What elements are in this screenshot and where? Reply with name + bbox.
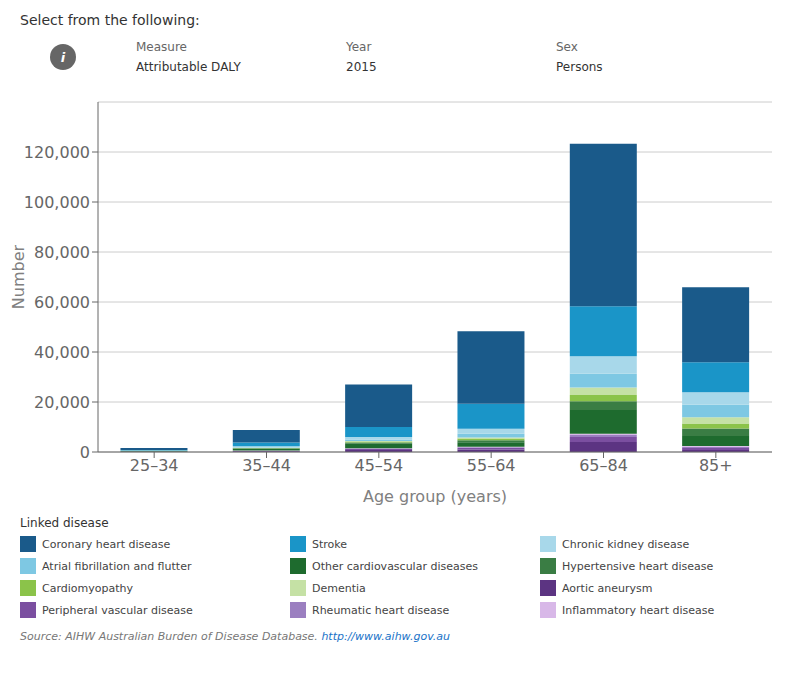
html-text:Atrial fibrillation and flutte: Atrial fibrillation and flutter — [42, 559, 192, 573]
html-text:Coronary heart disease: Coronary heart disease — [42, 537, 171, 551]
html-text:i: i — [60, 49, 66, 65]
html-text:Hypertensive heart disease: Hypertensive heart disease — [562, 559, 714, 573]
html-text:Rheumatic heart disease: Rheumatic heart disease — [312, 603, 450, 617]
html-text:Attributable DALY: Attributable DALY — [136, 60, 241, 74]
svg-text:0: 0 — [80, 443, 90, 462]
svg-text:45–54: 45–54 — [354, 456, 403, 475]
svg-text:85+: 85+ — [699, 456, 733, 475]
svg-text:65–84: 65–84 — [579, 456, 628, 475]
html-text:Other cardiovascular diseases: Other cardiovascular diseases — [312, 559, 478, 573]
svg-text:35–44: 35–44 — [242, 456, 291, 475]
html-text:Measure: Measure — [136, 40, 187, 54]
svg-text:120,000: 120,000 — [24, 143, 90, 162]
html-text:Select from the following:: Select from the following: — [20, 12, 200, 28]
svg-text:Age group (years): Age group (years) — [363, 487, 507, 506]
html-text:Year: Year — [346, 40, 372, 54]
html-text:Cardiomyopathy: Cardiomyopathy — [42, 581, 133, 595]
html-text:Dementia: Dementia — [312, 581, 366, 595]
html-text:Linked disease: Linked disease — [20, 516, 109, 530]
html-text:Aortic aneurysm: Aortic aneurysm — [562, 581, 653, 595]
html-text:Stroke: Stroke — [312, 537, 348, 551]
svg-text:25–34: 25–34 — [130, 456, 179, 475]
html-text:Chronic kidney disease: Chronic kidney disease — [562, 537, 690, 551]
svg-text:Number: Number — [9, 244, 28, 309]
html-text:Sex: Sex — [556, 40, 578, 54]
html-text:2015: 2015 — [346, 60, 377, 74]
svg-text:80,000: 80,000 — [34, 243, 90, 262]
html-text:Source: AIHW Australian Burden: Source: AIHW Australian Burden of Diseas… — [20, 630, 450, 643]
svg-text:20,000: 20,000 — [34, 393, 90, 412]
svg-text:100,000: 100,000 — [24, 193, 90, 212]
svg-text:60,000: 60,000 — [34, 293, 90, 312]
html-text:Persons: Persons — [556, 60, 603, 74]
html-text:Inflammatory heart disease: Inflammatory heart disease — [562, 603, 715, 617]
svg-text:40,000: 40,000 — [34, 343, 90, 362]
svg-text:55–64: 55–64 — [467, 456, 516, 475]
html-text:Peripheral vascular disease: Peripheral vascular disease — [42, 603, 193, 617]
